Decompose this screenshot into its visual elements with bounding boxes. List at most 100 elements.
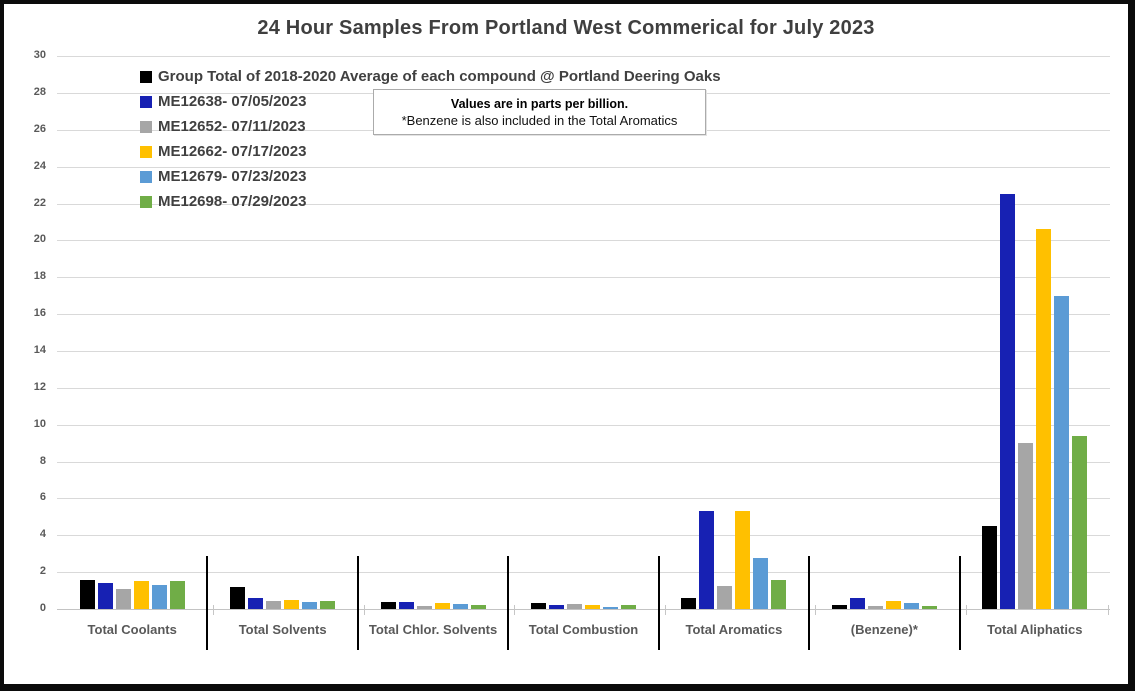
bar-me12698	[921, 606, 937, 609]
category-separator	[356, 556, 359, 650]
bar-me12662	[284, 600, 300, 609]
bar-me12662	[585, 605, 600, 609]
bar-me12662	[885, 600, 901, 609]
bar-group t	[380, 601, 396, 609]
legend-swatch-icon	[140, 95, 152, 108]
bar-me12679	[903, 602, 919, 609]
bar-group t	[831, 605, 847, 609]
bar-me12652	[266, 600, 282, 609]
y-axis-tick-label: 10	[33, 417, 46, 430]
bar-me12698	[470, 604, 486, 609]
bar-me12652	[567, 604, 582, 609]
legend-swatch-icon	[140, 195, 152, 208]
legend-label: ME12679- 07/23/2023	[158, 168, 307, 185]
axis-end-tick	[1108, 605, 1109, 615]
legend-item: ME12698- 07/29/2023	[140, 189, 721, 214]
gridline-2	[57, 572, 1110, 574]
bar-me12679	[1054, 295, 1070, 609]
y-axis-tick-label: 26	[33, 122, 46, 135]
bar-me12652	[717, 585, 733, 609]
category-separator	[808, 556, 811, 650]
axis-minor-tick	[965, 605, 967, 615]
bar-me12679	[753, 558, 769, 609]
bar-me12638	[699, 511, 715, 609]
bar-me12679	[302, 602, 318, 609]
note-line-1: Values are in parts per billion.	[450, 96, 629, 111]
bar-group t	[230, 586, 246, 609]
y-axis-tick-label: 20	[33, 233, 46, 246]
gridline-6	[57, 498, 1110, 500]
gridline-4	[57, 535, 1110, 537]
bar-me12679	[151, 585, 167, 609]
category-label: Total Coolants	[87, 622, 177, 637]
gridline-0	[57, 609, 1110, 610]
bar-me12652	[867, 606, 883, 609]
bar-group t	[681, 597, 697, 609]
bar-group t	[531, 603, 546, 609]
legend: Group Total of 2018-2020 Average of each…	[140, 64, 721, 214]
gridline-22	[57, 203, 1110, 205]
gridline-30	[57, 56, 1110, 58]
bar-me12698	[771, 580, 787, 609]
bar-me12652	[115, 588, 131, 609]
bar-me12638	[549, 605, 564, 609]
bar-me12638	[849, 597, 865, 609]
gridline-8	[57, 461, 1110, 463]
bar-me12638	[248, 597, 264, 609]
y-axis-tick-label: 12	[33, 380, 46, 393]
y-axis-tick-label: 24	[33, 159, 46, 172]
category-label: Total Chlor. Solvents	[368, 622, 498, 637]
y-axis-tick-label: 14	[33, 343, 46, 356]
bar-me12652	[416, 605, 432, 609]
legend-label: ME12662- 07/17/2023	[158, 143, 307, 160]
gridline-10	[57, 424, 1110, 426]
bar-group t	[982, 526, 998, 609]
category-label: Total Aromatics	[685, 622, 783, 637]
category-label: (Benzene)*	[850, 622, 918, 637]
bar-me12698	[169, 581, 185, 609]
y-axis-tick-label: 28	[33, 85, 46, 98]
category-separator	[206, 556, 209, 650]
y-axis-tick-label: 8	[39, 454, 46, 467]
legend-item: ME12679- 07/23/2023	[140, 164, 721, 189]
legend-item: ME12652- 07/11/2023	[140, 114, 721, 139]
y-axis-tick-label: 22	[33, 196, 46, 209]
axis-minor-tick	[664, 605, 666, 615]
bar-me12652	[1018, 443, 1034, 609]
axis-minor-tick	[815, 605, 817, 615]
legend-swatch-icon	[140, 170, 152, 183]
category-separator	[958, 556, 961, 650]
axis-minor-tick	[213, 605, 215, 615]
legend-item: Group Total of 2018-2020 Average of each…	[140, 64, 721, 89]
legend-label: ME12638- 07/05/2023	[158, 93, 307, 110]
legend-item: ME12662- 07/17/2023	[140, 139, 721, 164]
axis-minor-tick	[514, 605, 516, 615]
category-separator	[657, 556, 660, 650]
y-axis-tick-label: 30	[33, 49, 46, 62]
bar-me12638	[398, 601, 414, 609]
gridline-16	[57, 314, 1110, 316]
bar-me12662	[1036, 229, 1052, 609]
bar-me12662	[133, 581, 149, 609]
bar-me12662	[434, 603, 450, 609]
y-axis-tick-label: 2	[39, 565, 46, 578]
legend-swatch-icon	[140, 120, 152, 133]
legend-swatch-icon	[140, 145, 152, 158]
axis-minor-tick	[363, 605, 365, 615]
category-label: Total Solvents	[238, 622, 327, 637]
gridline-14	[57, 350, 1110, 352]
gridline-24	[57, 166, 1110, 168]
legend-label: ME12698- 07/29/2023	[158, 193, 307, 210]
legend-label: ME12652- 07/11/2023	[158, 118, 306, 135]
bar-me12679	[452, 604, 468, 609]
category-separator	[507, 556, 510, 650]
bar-me12698	[320, 601, 336, 609]
gridline-20	[57, 240, 1110, 242]
bar-me12662	[735, 511, 751, 609]
category-label: Total Combustion	[528, 622, 639, 637]
y-axis-tick-label: 16	[33, 307, 46, 320]
bar-me12698	[1072, 435, 1088, 609]
legend-label: Group Total of 2018-2020 Average of each…	[158, 68, 721, 85]
y-axis-tick-label: 18	[33, 270, 46, 283]
